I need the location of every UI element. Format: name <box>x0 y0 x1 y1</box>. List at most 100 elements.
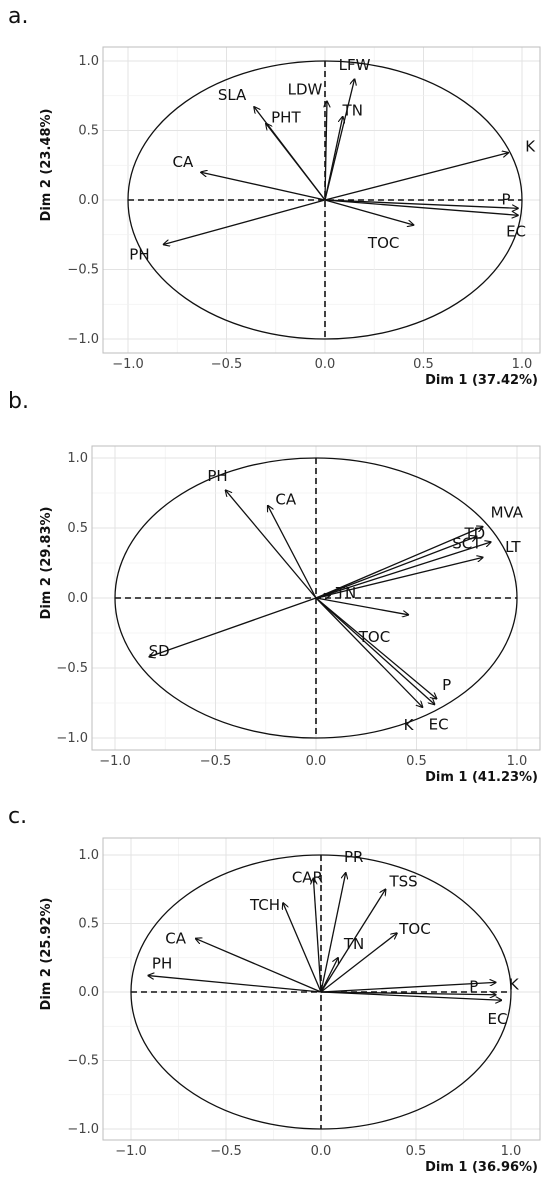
loading-arrow-ca <box>268 506 317 599</box>
x-tick-label: 0.5 <box>406 754 427 769</box>
loading-arrow-k <box>320 982 496 993</box>
variable-label-lfw: LFW <box>339 56 371 74</box>
variable-label-ca: CA <box>165 930 186 948</box>
loading-arrow-ec <box>324 199 518 215</box>
x-tick-label: 0.0 <box>315 357 336 372</box>
loading-arrow-sct <box>315 557 483 599</box>
variable-label-td: TD <box>463 524 485 542</box>
x-axis-title: Dim 1 (41.23%) <box>425 770 538 785</box>
variable-label-toc: TOC <box>398 920 430 938</box>
loading-arrow-ldw <box>325 101 327 201</box>
loading-arrow-p <box>315 597 437 699</box>
variable-label-pr: PR <box>344 848 363 866</box>
variable-label-k: K <box>509 975 520 993</box>
loading-arrow-p <box>320 992 496 995</box>
variable-label-tn: TN <box>335 584 356 602</box>
panel-label: b. <box>8 389 29 414</box>
y-tick-label: 0.5 <box>78 917 99 932</box>
y-axis-title: Dim 2 (25.92%) <box>39 898 54 1011</box>
y-tick-label: −0.5 <box>56 661 88 676</box>
x-tick-label: −0.5 <box>200 754 232 769</box>
x-axis-title: Dim 1 (36.96%) <box>425 1160 538 1175</box>
loading-arrow-car <box>313 878 322 993</box>
variable-label-ph: PH <box>207 467 227 485</box>
y-tick-label: 1.0 <box>78 848 99 863</box>
y-tick-label: 0.5 <box>67 521 88 536</box>
y-tick-label: 1.0 <box>78 54 99 69</box>
panel-label: c. <box>8 804 27 829</box>
loading-arrow-ec <box>320 991 502 1000</box>
variable-label-tss: TSS <box>388 872 417 890</box>
y-tick-label: −0.5 <box>67 1054 99 1069</box>
x-tick-label: −0.5 <box>211 357 243 372</box>
plot-border <box>91 445 541 751</box>
variable-label-toc: TOC <box>367 234 399 252</box>
loading-arrow-tn <box>320 958 338 993</box>
variable-label-mva: MVA <box>491 504 524 522</box>
variable-label-p: P <box>442 676 451 694</box>
y-tick-label: 0.0 <box>78 985 99 1000</box>
loading-arrow-toc <box>315 597 408 615</box>
x-tick-label: 1.0 <box>501 1144 522 1159</box>
loading-arrow-toc <box>320 933 397 993</box>
variable-label-ec: EC <box>506 222 526 240</box>
y-axis-title: Dim 2 (29.83%) <box>39 507 54 620</box>
variable-label-lt: LT <box>505 538 521 556</box>
loading-arrow-pht <box>266 124 326 201</box>
variable-label-p: P <box>502 190 511 208</box>
loading-arrow-ph <box>226 490 317 599</box>
loading-arrow-ph <box>148 976 322 993</box>
loading-arrow-sd <box>149 597 317 657</box>
loading-arrow-p <box>324 199 518 208</box>
loading-arrow-tss <box>320 889 386 993</box>
variable-label-ec: EC <box>429 715 449 733</box>
variable-label-ca: CA <box>173 153 194 171</box>
variable-label-car: CAR <box>292 868 323 886</box>
variable-label-p: P <box>469 978 478 996</box>
loading-arrow-ca <box>201 172 326 201</box>
x-tick-label: −1.0 <box>99 754 131 769</box>
variable-label-k: K <box>525 138 536 156</box>
variable-label-toc: TOC <box>358 628 390 646</box>
y-tick-label: 0.0 <box>78 193 99 208</box>
y-tick-label: 1.0 <box>67 451 88 466</box>
y-tick-label: −1.0 <box>67 1122 99 1137</box>
y-tick-label: −1.0 <box>67 332 99 347</box>
pca-panel-1: a. −1.0 −0.5 0.0 0.5 1.0 1.0 0.5 0.0 −0.5 −1.0 Dim … <box>8 4 541 388</box>
x-tick-label: 0.0 <box>311 1144 332 1159</box>
y-axis-title: Dim 2 (23.48%) <box>39 109 54 222</box>
variable-label-ca: CA <box>275 491 296 509</box>
panel-label: a. <box>8 4 28 29</box>
y-tick-label: −0.5 <box>67 263 99 278</box>
x-tick-label: 1.0 <box>507 754 528 769</box>
loading-arrow-pr <box>320 873 346 993</box>
x-tick-label: −0.5 <box>210 1144 242 1159</box>
loading-arrow-ph <box>163 199 326 244</box>
x-tick-label: 0.0 <box>306 754 327 769</box>
y-tick-label: −1.0 <box>56 731 88 746</box>
variable-label-sct: SCT <box>452 534 482 552</box>
loading-arrow-ca <box>196 939 322 993</box>
variable-label-tch: TCH <box>249 896 280 914</box>
x-axis-title: Dim 1 (37.42%) <box>425 373 538 388</box>
variable-label-ec: EC <box>488 1010 508 1028</box>
x-tick-label: 1.0 <box>512 357 533 372</box>
loading-arrow-ec <box>315 597 435 704</box>
loading-arrow-toc <box>324 199 414 225</box>
plot-border <box>102 46 541 354</box>
loading-arrow-k <box>315 597 423 707</box>
x-tick-label: 0.5 <box>406 1144 427 1159</box>
loading-arrow-tn <box>324 117 343 201</box>
variable-label-ph: PH <box>129 245 149 263</box>
x-tick-label: 0.5 <box>413 357 434 372</box>
variable-label-k: K <box>404 716 415 734</box>
x-tick-label: −1.0 <box>112 357 144 372</box>
y-tick-label: 0.0 <box>67 591 88 606</box>
plot-border <box>102 837 541 1141</box>
variable-label-sd: SD <box>149 642 170 660</box>
pca-panel-3: c. −1.0 −0.5 0.0 0.5 1.0 1.0 0.5 0.0 −0.5 −1.0 Dim … <box>8 804 541 1175</box>
loading-arrow-tch <box>283 903 322 993</box>
loading-arrow-td <box>315 536 477 599</box>
variable-label-tn: TN <box>342 102 363 120</box>
